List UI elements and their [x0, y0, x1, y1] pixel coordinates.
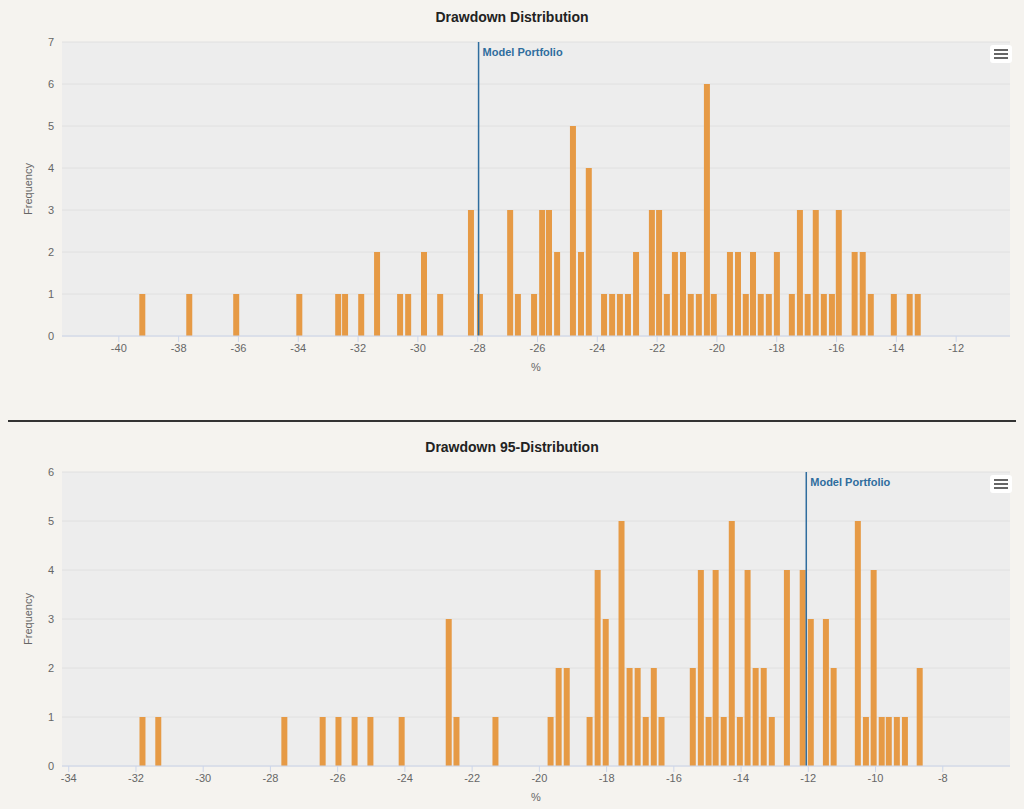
svg-text:-22: -22	[649, 342, 665, 354]
svg-text:-18: -18	[769, 342, 785, 354]
svg-text:2: 2	[48, 662, 54, 674]
svg-text:-36: -36	[230, 342, 246, 354]
html-text:Drawdown 95-Distribution: Drawdown 95-Distribution	[425, 439, 599, 455]
svg-text:-28: -28	[262, 772, 278, 784]
svg-text:-32: -32	[128, 772, 144, 784]
svg-text:2: 2	[48, 246, 54, 258]
svg-text:4: 4	[48, 162, 54, 174]
svg-text:-38: -38	[171, 342, 187, 354]
svg-text:-34: -34	[61, 772, 77, 784]
svg-text:-8: -8	[938, 772, 948, 784]
svg-text:7: 7	[48, 36, 54, 48]
svg-text:-14: -14	[733, 772, 749, 784]
svg-text:-20: -20	[709, 342, 725, 354]
svg-text:-24: -24	[397, 772, 413, 784]
svg-text:-16: -16	[829, 342, 845, 354]
svg-text:3: 3	[48, 204, 54, 216]
svg-text:0: 0	[48, 330, 54, 342]
svg-text:-26: -26	[330, 772, 346, 784]
svg-text:-18: -18	[599, 772, 615, 784]
svg-text:-10: -10	[868, 772, 884, 784]
html-text:Drawdown Distribution: Drawdown Distribution	[435, 9, 589, 25]
svg-text:5: 5	[48, 515, 54, 527]
svg-text:-30: -30	[195, 772, 211, 784]
svg-text:3: 3	[48, 613, 54, 625]
svg-text:Model Portfolio: Model Portfolio	[483, 46, 563, 58]
svg-text:-14: -14	[888, 342, 904, 354]
svg-text:-32: -32	[350, 342, 366, 354]
html-text:Frequency: Frequency	[22, 593, 34, 645]
svg-text:-24: -24	[589, 342, 605, 354]
svg-text:-30: -30	[410, 342, 426, 354]
svg-text:-20: -20	[531, 772, 547, 784]
svg-text:6: 6	[48, 78, 54, 90]
svg-text:-26: -26	[530, 342, 546, 354]
svg-text:5: 5	[48, 120, 54, 132]
svg-text:4: 4	[48, 564, 54, 576]
html-text:Frequency: Frequency	[22, 163, 34, 215]
svg-text:0: 0	[48, 760, 54, 772]
svg-text:-28: -28	[470, 342, 486, 354]
svg-text:-40: -40	[111, 342, 127, 354]
svg-text:-16: -16	[666, 772, 682, 784]
svg-text:6: 6	[48, 466, 54, 478]
svg-text:-12: -12	[948, 342, 964, 354]
svg-text:-34: -34	[290, 342, 306, 354]
svg-text:1: 1	[48, 288, 54, 300]
svg-text:-22: -22	[464, 772, 480, 784]
svg-text:-12: -12	[800, 772, 816, 784]
svg-text:Model Portfolio: Model Portfolio	[810, 476, 890, 488]
svg-text:1: 1	[48, 711, 54, 723]
